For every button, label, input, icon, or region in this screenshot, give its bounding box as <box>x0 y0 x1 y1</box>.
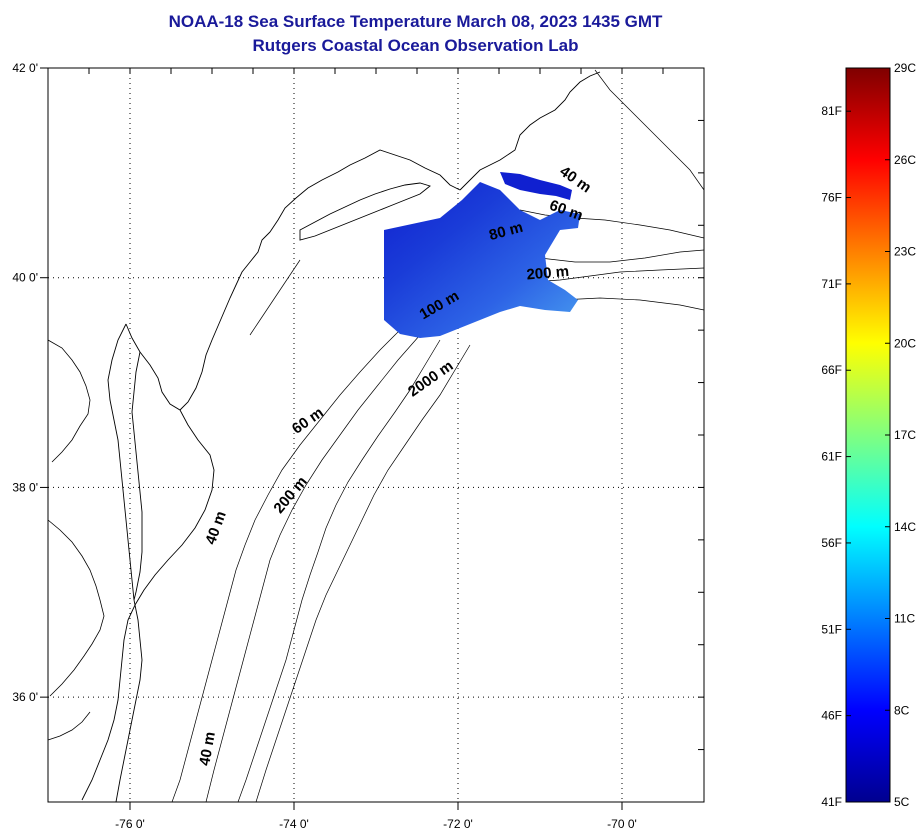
colorbar-gradient <box>845 67 891 803</box>
colorbar-label-celsius: 8C <box>894 703 910 717</box>
colorbar-label-fahrenheit: 61F <box>821 450 842 464</box>
coastline-carolina <box>115 599 143 803</box>
depth-label: 40 m <box>196 730 219 767</box>
lon-tick-label: -70 0' <box>607 817 637 831</box>
lon-tick-label: -76 0' <box>115 817 145 831</box>
lat-tick-label: 40 0' <box>12 271 38 285</box>
lon-tick-label: -72 0' <box>443 817 473 831</box>
lon-tick-label: -74 0' <box>279 817 309 831</box>
lat-tick-label: 38 0' <box>12 480 38 494</box>
colorbar-label-fahrenheit: 81F <box>821 104 842 118</box>
coastline-west-shore <box>47 339 105 741</box>
coastline-new-england <box>201 71 601 373</box>
colorbar-label-fahrenheit: 46F <box>821 709 842 723</box>
coastline-long-island <box>299 182 431 241</box>
coastline-chesapeake <box>107 323 143 601</box>
depth-label: 200 m <box>526 263 570 284</box>
colorbar-label-fahrenheit: 66F <box>821 363 842 377</box>
colorbar-label-celsius: 20C <box>894 336 916 350</box>
colorbar-label-fahrenheit: 51F <box>821 622 842 636</box>
colorbar-label-fahrenheit: 76F <box>821 191 842 205</box>
coastline-delaware-bay <box>81 323 215 801</box>
colorbar-label-celsius: 11C <box>894 612 915 626</box>
colorbar-label-celsius: 17C <box>894 428 916 442</box>
colorbar-label-celsius: 29C <box>894 61 916 75</box>
colorbar-label-fahrenheit: 56F <box>821 536 842 550</box>
colorbar-ticks: 29C 26C 23C 20C 17C 14C 11C 8C 5C 81F 76F 71F 66F 61F… <box>821 61 916 809</box>
colorbar-label-fahrenheit: 71F <box>821 277 842 291</box>
lat-tick-label: 36 0' <box>12 690 38 704</box>
chart-title: NOAA-18 Sea Surface Temperature March 08… <box>168 12 663 31</box>
chart-subtitle: Rutgers Coastal Ocean Observation Lab <box>252 36 579 55</box>
bathymetry-contours <box>171 69 705 803</box>
colorbar-label-celsius: 14C <box>894 520 916 534</box>
lat-tick-label: 42 0' <box>12 61 38 75</box>
colorbar-label-fahrenheit: 41F <box>821 795 842 809</box>
colorbar-label-celsius: 26C <box>894 153 916 167</box>
map-frame <box>47 67 705 803</box>
colorbar-label-celsius: 5C <box>894 795 910 809</box>
sst-data-patch <box>384 172 580 338</box>
axis-ticks: -76 0' -74 0' -72 0' -70 0' 42 0' 40 0' 38 0' 3… <box>12 61 705 831</box>
colorbar-label-celsius: 23C <box>894 245 916 259</box>
